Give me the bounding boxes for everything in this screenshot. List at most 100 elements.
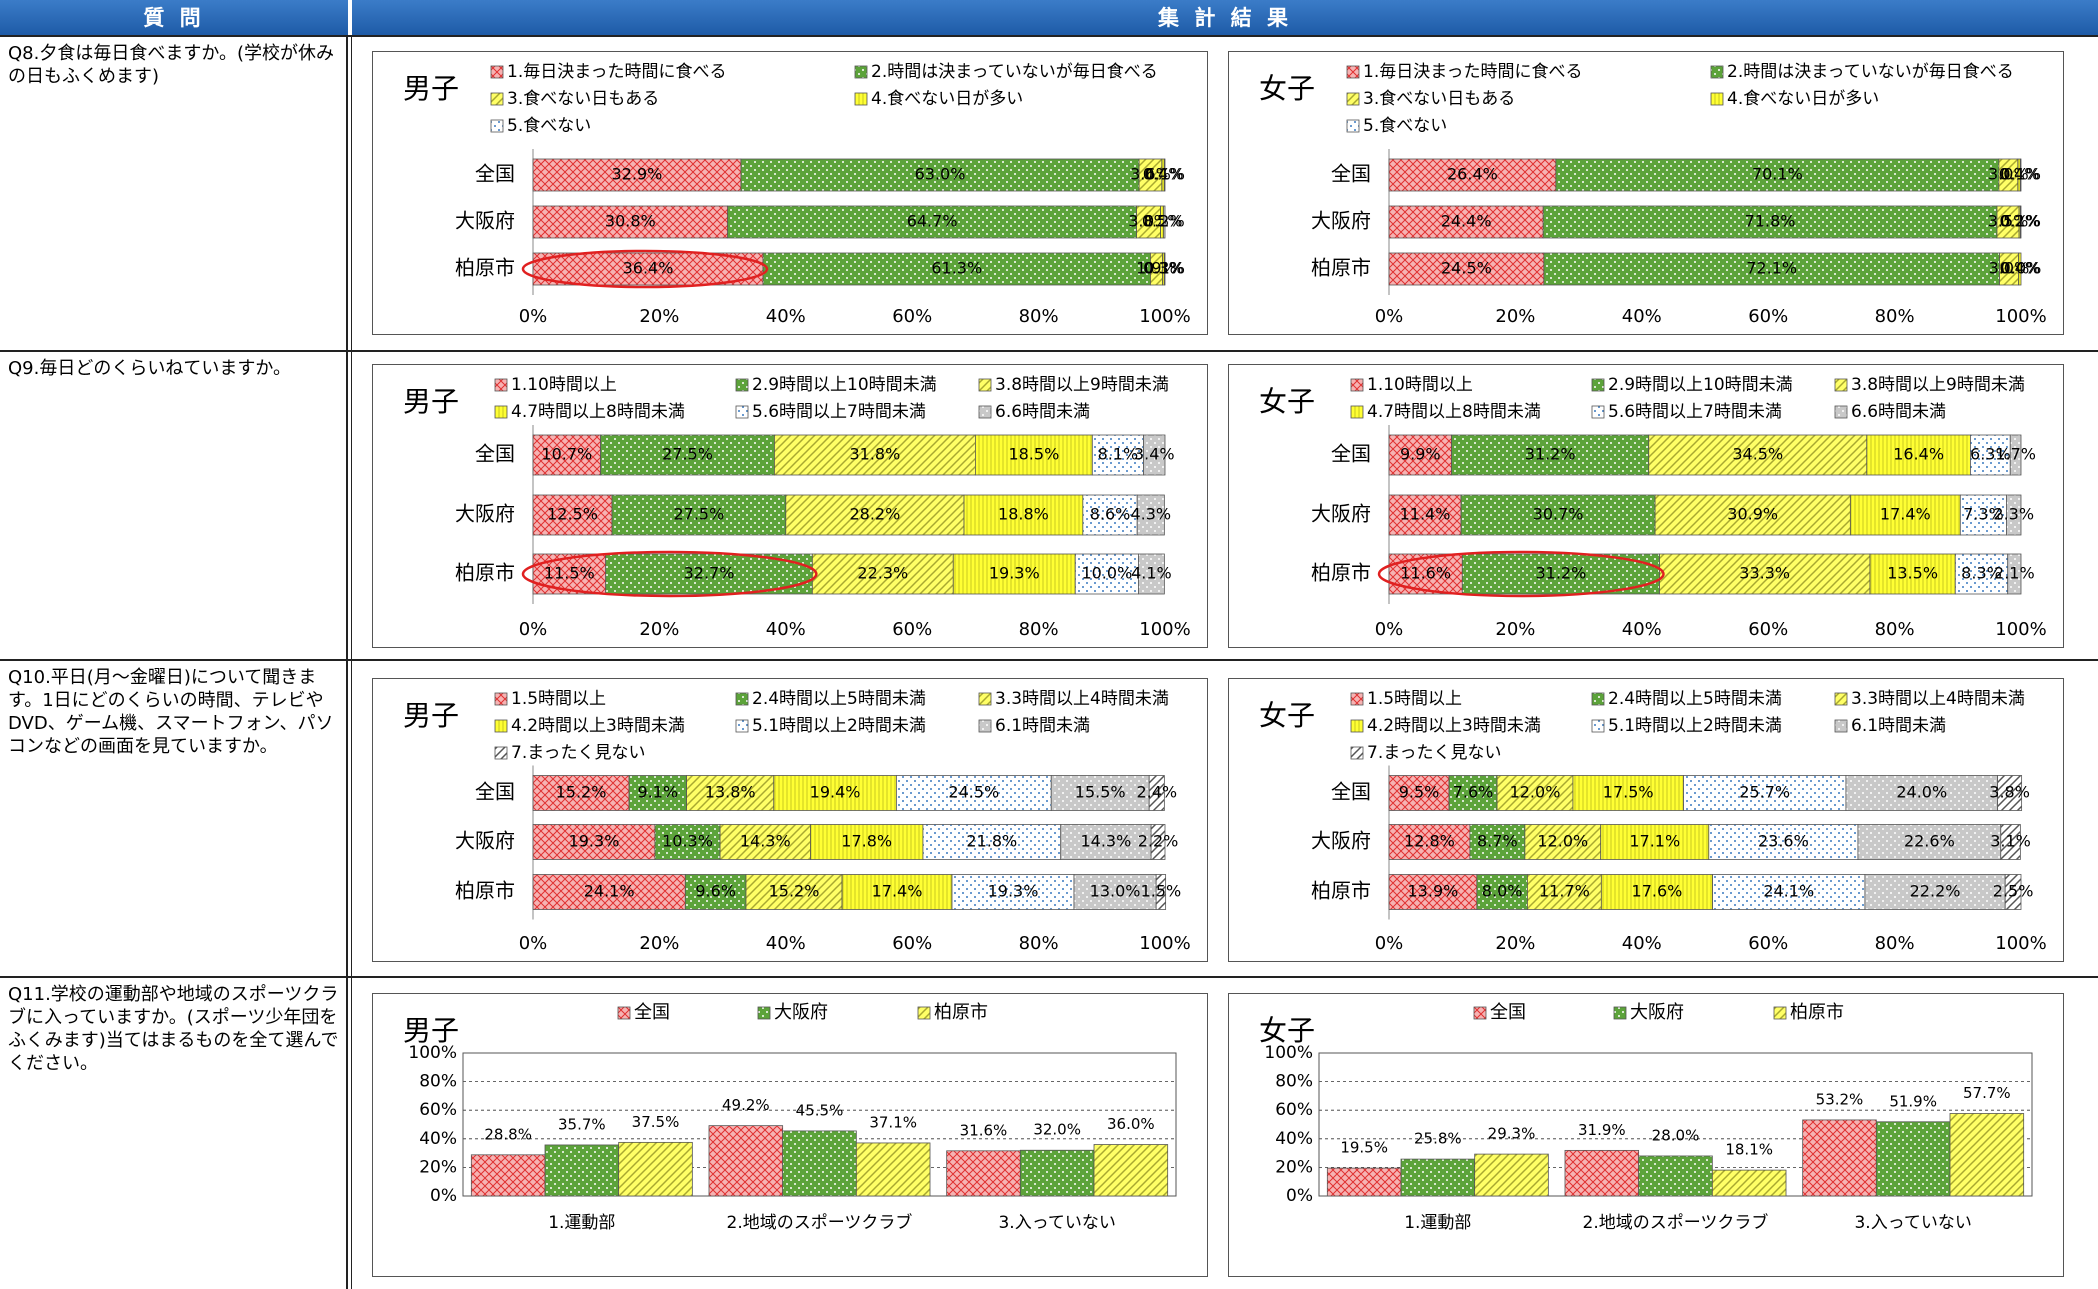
bar-segment <box>1959 494 2007 536</box>
value-label: 24.5% <box>1441 259 1492 278</box>
bar-segment <box>1136 494 1165 536</box>
bar-segment <box>1091 434 1144 476</box>
x-tick-label: 80% <box>1019 933 1059 954</box>
value-label: 4.1% <box>1131 564 1172 583</box>
bar-segment <box>1542 205 1998 239</box>
legend-swatch <box>1591 719 1605 733</box>
value-label: 2.2% <box>1138 832 1179 851</box>
chart-box: 女子 全国 大阪府 柏原市 0% 20% 40% 60% 80% 100% 1.運動部 19.5% 25… <box>1228 993 2064 1277</box>
legend-swatch <box>1346 119 1360 133</box>
legend-swatch <box>1710 92 1724 106</box>
value-label: 6.3% <box>1970 445 2011 464</box>
x-tick-label: 0% <box>1375 306 1404 327</box>
value-label: 2.3% <box>1993 505 2034 524</box>
legend-label: 5.食べない <box>1363 116 1447 136</box>
value-label: 53.2% <box>1816 1090 1864 1108</box>
legend-label: 3.8時間以上9時間未満 <box>1851 375 2025 395</box>
x-tick-label: 0% <box>1375 933 1404 954</box>
legend-label: 1.毎日決まった時間に食べる <box>1363 62 1583 82</box>
category-label: 柏原市 <box>1311 561 1371 585</box>
bar-segment <box>1683 775 1847 811</box>
value-label: 0.4% <box>1143 165 1184 184</box>
legend-swatch <box>978 692 992 706</box>
bar <box>1949 1113 2025 1197</box>
value-label: 11.5% <box>544 564 595 583</box>
bar-segment <box>532 874 686 910</box>
value-label: 12.8% <box>1404 832 1455 851</box>
bar <box>1474 1153 1549 1197</box>
legend-swatch <box>617 1006 631 1020</box>
legend-label: 1.5時間以上 <box>511 689 606 709</box>
bar-segment <box>1388 252 1545 286</box>
value-label: 0.4% <box>1999 259 2040 278</box>
chart: 男子 1.10時間以上 2.9時間以上10時間未満 3.8時間以上9時間未満 4.7時間… <box>403 375 1191 640</box>
bar-segment <box>1527 874 1602 910</box>
x-tick-label: 100% <box>1995 933 2046 954</box>
legend-swatch <box>978 405 992 419</box>
category-label: 全国 <box>1331 162 1371 186</box>
bar <box>470 1154 546 1197</box>
bar <box>855 1142 931 1197</box>
chart: 男子 全国 大阪府 柏原市 0% 20% 40% 60% 80% 100% 1.運動部 28.8% 35… <box>403 1002 1177 1233</box>
value-label: 8.3% <box>1961 564 2002 583</box>
bar-segment <box>773 775 897 811</box>
value-label: 17.4% <box>872 882 923 901</box>
legend-label: 全国 <box>634 1002 670 1023</box>
bar-segment <box>2019 205 2022 239</box>
chart-title: 男子 <box>403 385 459 418</box>
legend-swatch <box>490 92 504 106</box>
category-label: 大阪府 <box>455 829 515 853</box>
value-label: 7.6% <box>1453 783 1494 802</box>
value-label: 8.6% <box>1090 505 1131 524</box>
value-label: 8.7% <box>1477 832 1518 851</box>
chart-title: 女子 <box>1259 1014 1315 1047</box>
value-label: 17.4% <box>1880 505 1931 524</box>
highlight <box>521 249 769 289</box>
value-label: 11.7% <box>1539 882 1590 901</box>
value-label: 13.5% <box>1887 564 1938 583</box>
bar-segment <box>1654 494 1851 536</box>
legend-swatch <box>1591 692 1605 706</box>
chart-box: 男子 全国 大阪府 柏原市 0% 20% 40% 60% 80% 100% 1.運動部 28.8% 35… <box>372 993 1208 1277</box>
bar <box>1326 1167 1402 1197</box>
bar-segment <box>1476 874 1528 910</box>
bar <box>1802 1119 1877 1197</box>
category-label: 全国 <box>475 162 515 186</box>
legend-swatch <box>735 692 749 706</box>
value-label: 0.2% <box>1144 212 1185 231</box>
x-tick-label: 20% <box>639 619 679 640</box>
x-tick-label: 40% <box>1622 619 1662 640</box>
legend-swatch <box>1350 405 1364 419</box>
value-label: 18.1% <box>1725 1141 1773 1159</box>
bar-segment <box>1143 434 1166 476</box>
bar-segment <box>1857 824 2002 860</box>
bar-segment <box>1163 252 1166 286</box>
value-label: 57.7% <box>1963 1084 2011 1102</box>
legend-label: 5.1時間以上2時間未満 <box>1608 716 1782 736</box>
x-tick-label: 0% <box>1375 619 1404 640</box>
value-label: 71.8% <box>1745 212 1796 231</box>
bar-segment <box>2019 158 2022 192</box>
chart-title: 女子 <box>1259 385 1315 418</box>
value-label: 18.5% <box>1008 445 1059 464</box>
question-text: Q9.毎日どのくらいねていますか。 <box>8 358 291 379</box>
legend-swatch <box>1710 65 1724 79</box>
value-label: 61.3% <box>931 259 982 278</box>
y-tick-label: 60% <box>1275 1100 1313 1120</box>
x-tick-label: 40% <box>766 306 806 327</box>
bar-segment <box>605 553 813 595</box>
bar-segment <box>774 434 976 476</box>
legend-label: 1.毎日決まった時間に食べる <box>507 62 727 82</box>
bar-segment <box>600 434 775 476</box>
value-label: 25.7% <box>1739 783 1790 802</box>
chart-title: 男子 <box>403 699 459 732</box>
x-tick-label: 60% <box>1748 933 1788 954</box>
category-label: 大阪府 <box>1311 829 1371 853</box>
value-label: 12.0% <box>1537 832 1588 851</box>
x-tick-label: 40% <box>1622 933 1662 954</box>
legend-swatch <box>494 378 508 392</box>
value-label: 24.1% <box>584 882 635 901</box>
row-line <box>0 976 2098 978</box>
legend-label: 2.4時間以上5時間未満 <box>752 689 926 709</box>
legend-label: 2.時間は決まっていないが毎日食べる <box>1727 62 2014 82</box>
